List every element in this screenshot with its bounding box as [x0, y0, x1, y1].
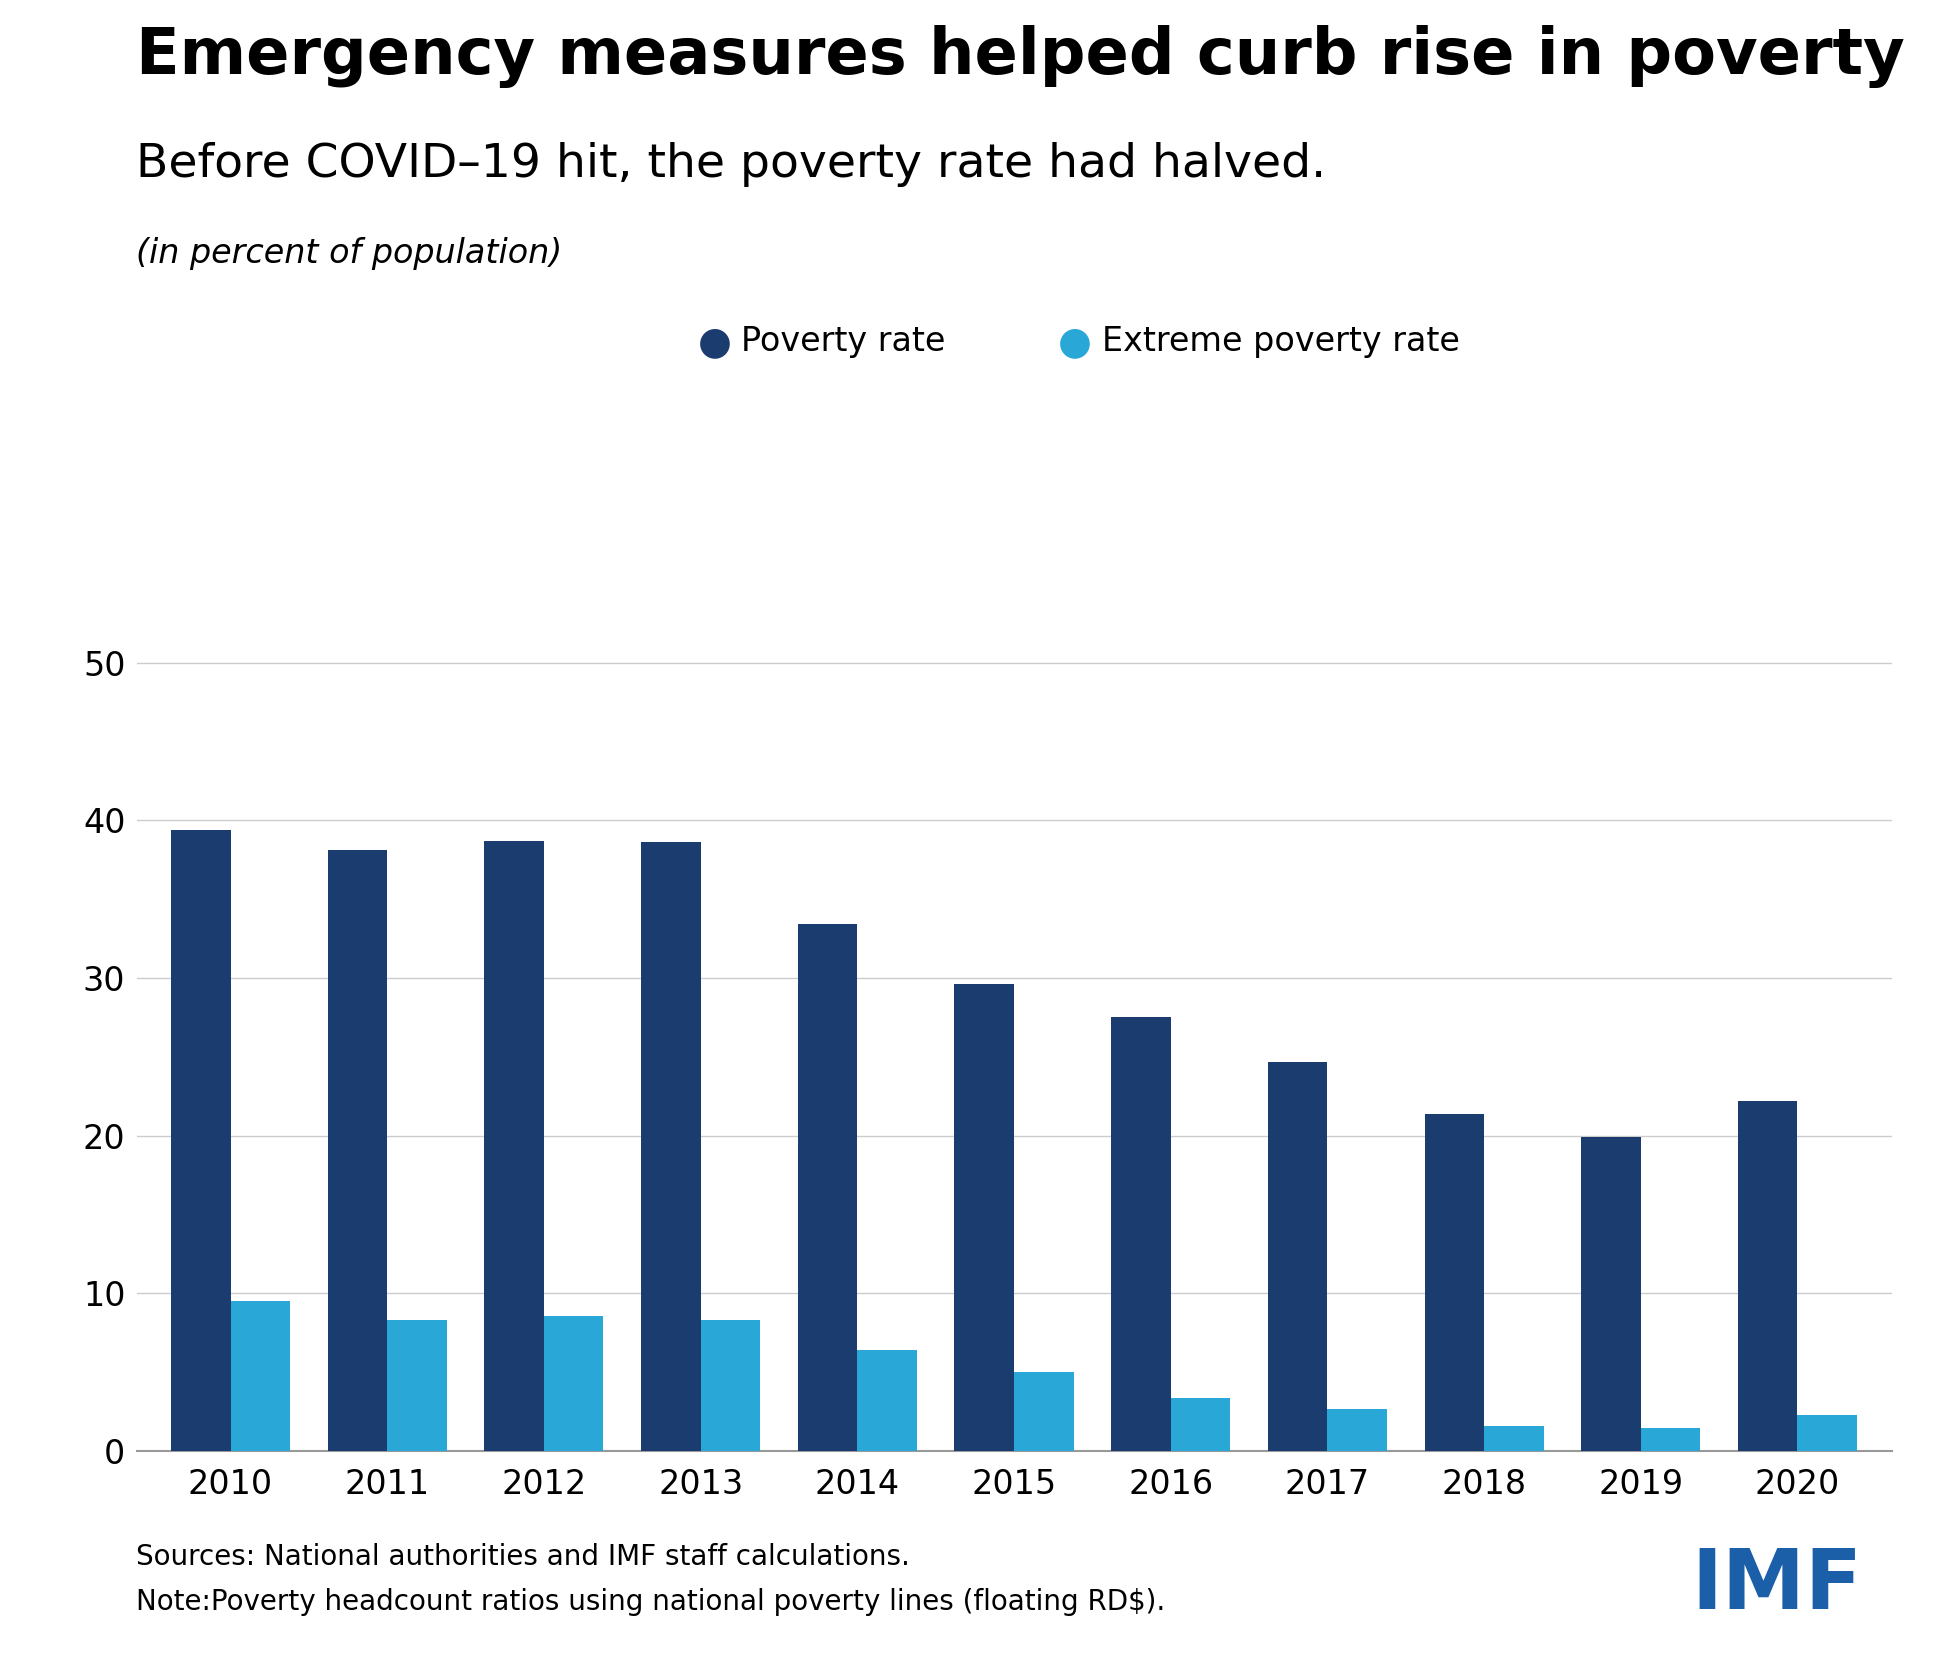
- Bar: [484, 841, 544, 1451]
- Bar: [798, 924, 858, 1451]
- Text: (in percent of population): (in percent of population): [136, 237, 564, 270]
- Bar: [328, 851, 388, 1451]
- Bar: [388, 1321, 447, 1451]
- Text: Poverty rate: Poverty rate: [741, 325, 946, 359]
- Bar: [1014, 1373, 1074, 1451]
- Bar: [1737, 1101, 1798, 1451]
- Text: ●: ●: [698, 324, 731, 360]
- Bar: [1581, 1138, 1640, 1451]
- Bar: [700, 1321, 760, 1451]
- Bar: [544, 1316, 603, 1451]
- Text: Emergency measures helped curb rise in poverty: Emergency measures helped curb rise in p…: [136, 25, 1905, 88]
- Text: Sources: National authorities and IMF staff calculations.: Sources: National authorities and IMF st…: [136, 1543, 911, 1571]
- Bar: [1170, 1398, 1230, 1451]
- Bar: [1268, 1061, 1328, 1451]
- Text: Before COVID–19 hit, the poverty rate had halved.: Before COVID–19 hit, the poverty rate ha…: [136, 142, 1326, 187]
- Bar: [1425, 1114, 1484, 1451]
- Bar: [172, 829, 230, 1451]
- Bar: [230, 1301, 291, 1451]
- Bar: [1484, 1426, 1544, 1451]
- Text: Note:Poverty headcount ratios using national poverty lines (floating RD$).: Note:Poverty headcount ratios using nati…: [136, 1588, 1166, 1616]
- Bar: [1640, 1428, 1700, 1451]
- Bar: [1112, 1017, 1170, 1451]
- Bar: [642, 842, 700, 1451]
- Bar: [1328, 1408, 1386, 1451]
- Bar: [1798, 1414, 1856, 1451]
- Text: Extreme poverty rate: Extreme poverty rate: [1102, 325, 1461, 359]
- Bar: [858, 1349, 916, 1451]
- Bar: [954, 984, 1014, 1451]
- Text: ●: ●: [1059, 324, 1092, 360]
- Text: IMF: IMF: [1691, 1545, 1862, 1626]
